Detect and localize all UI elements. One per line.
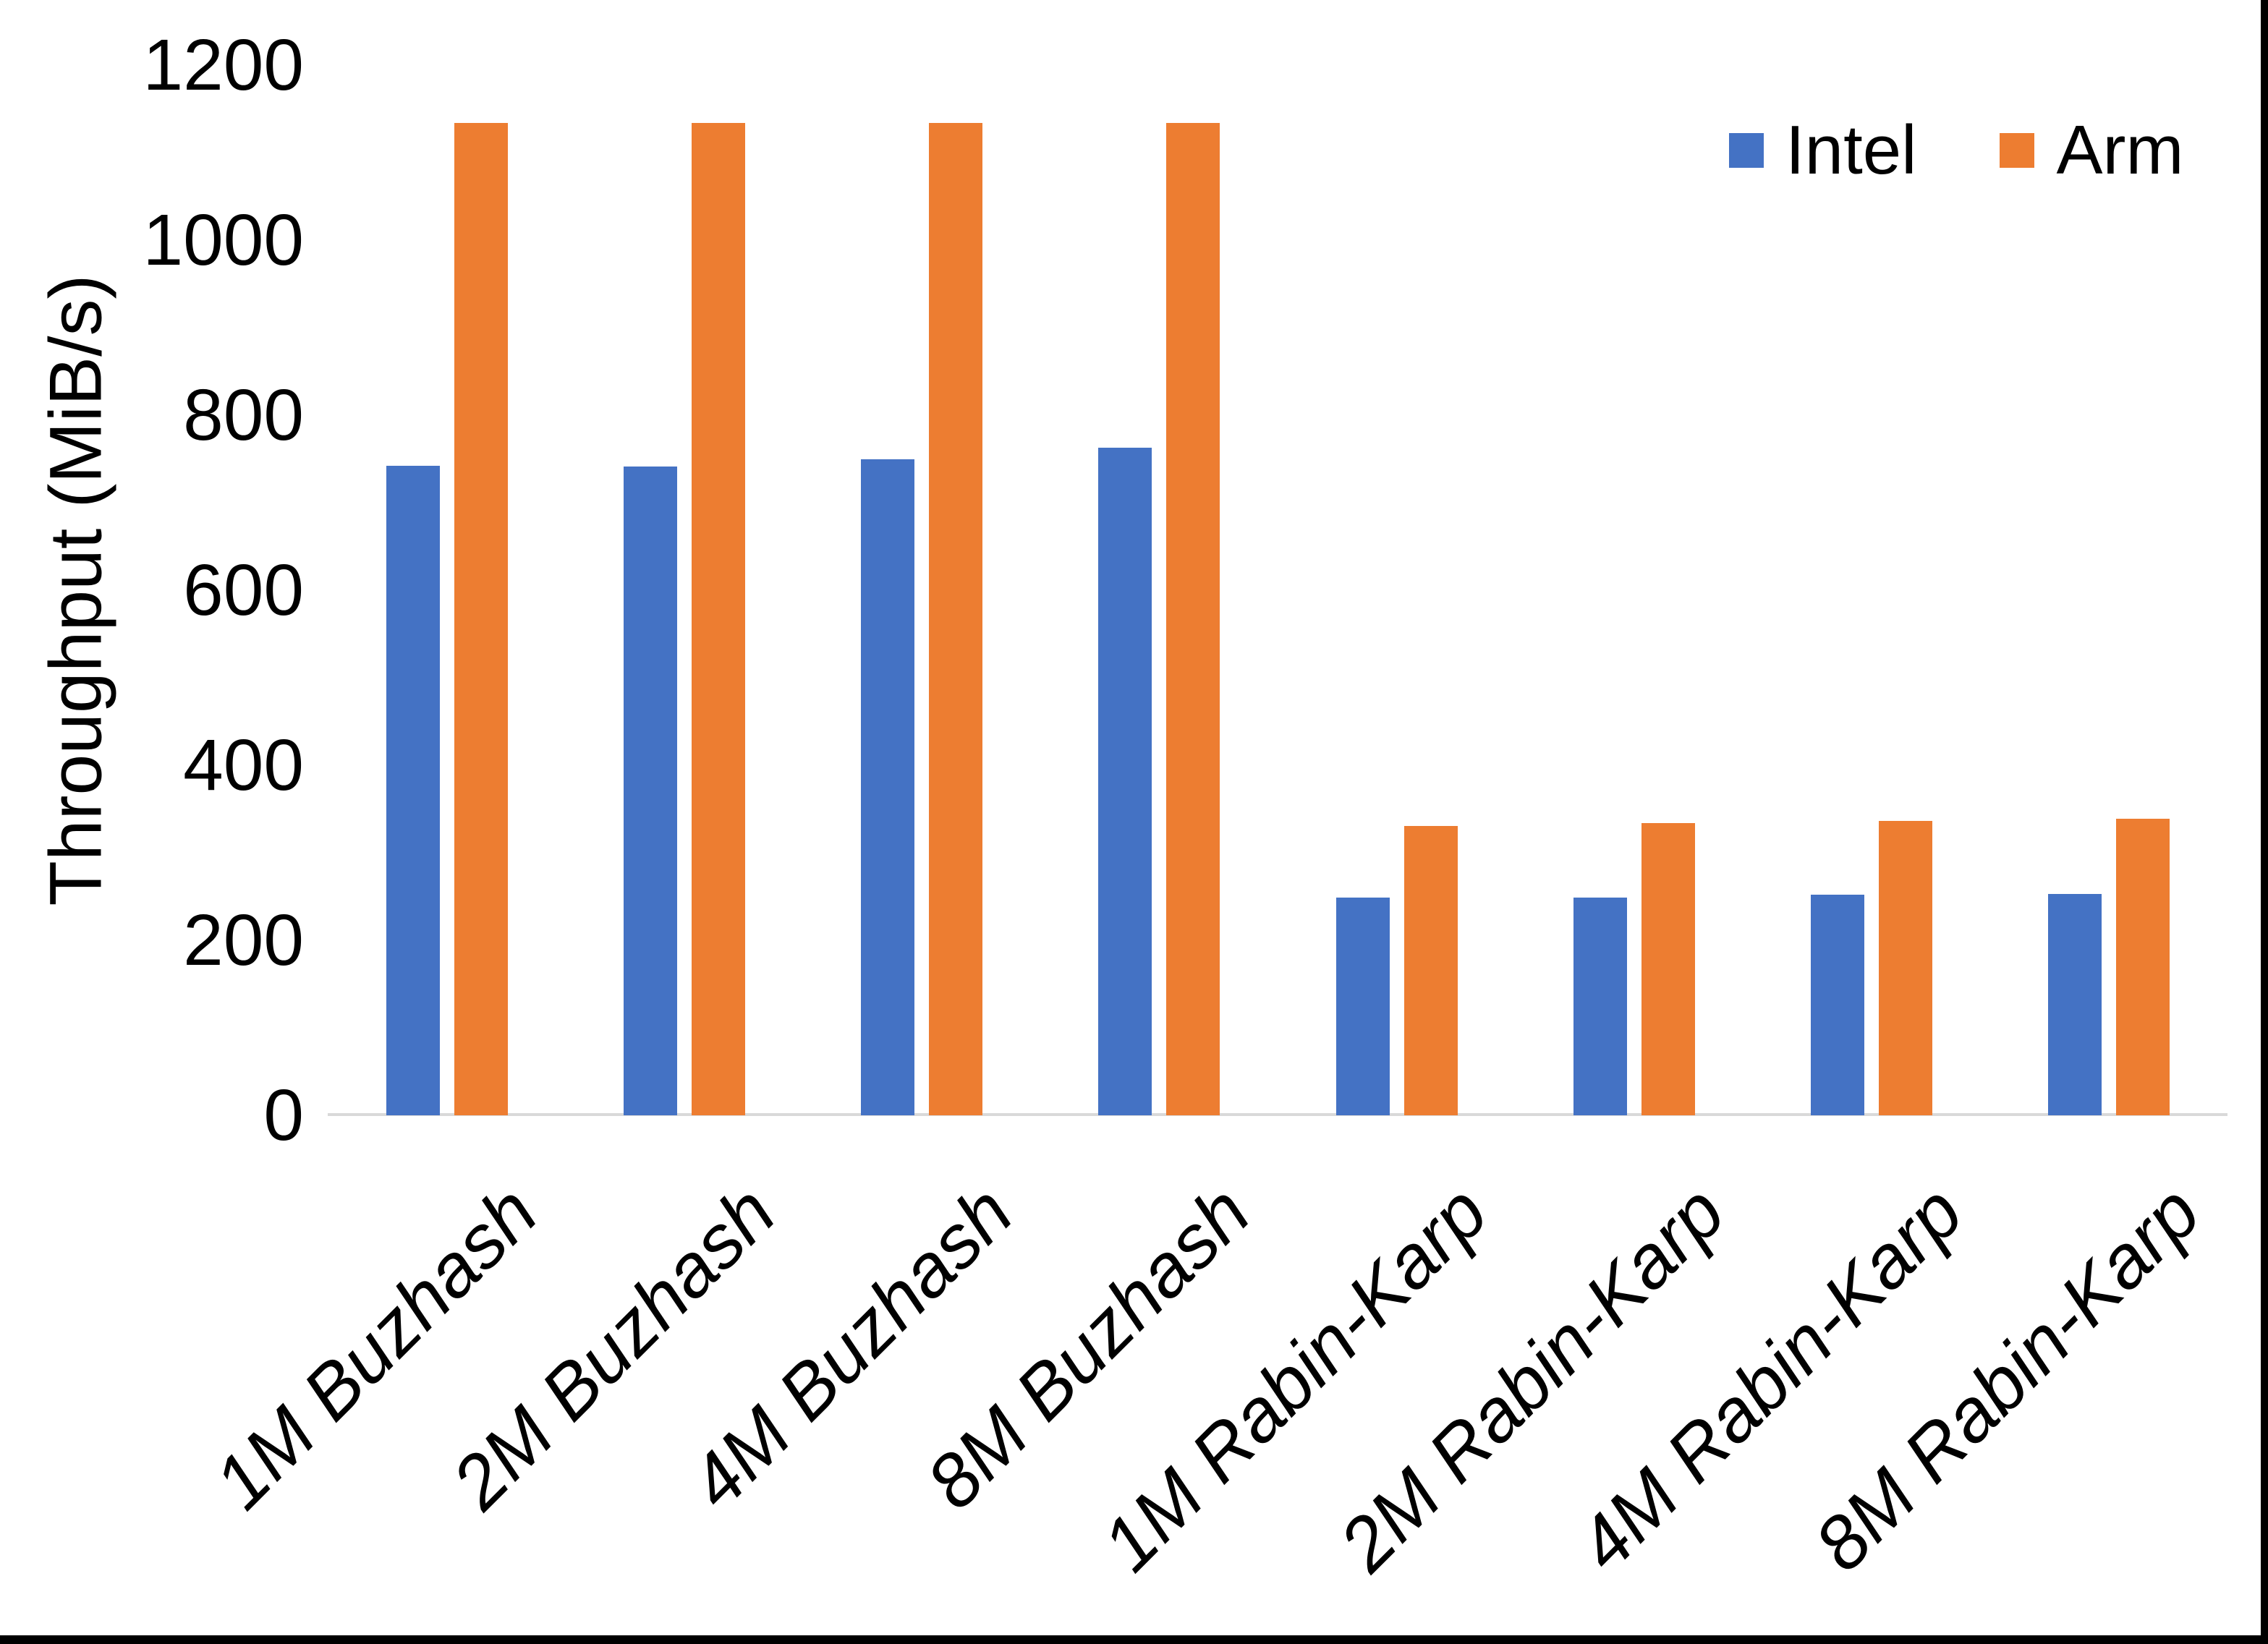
y-tick-label-600: 600 (183, 550, 304, 631)
bar-intel-1m-buzhash (386, 466, 440, 1115)
y-tick-label-200: 200 (183, 900, 304, 981)
legend-label-intel: Intel (1785, 111, 1917, 189)
bar-arm-8m-buzhash (1166, 122, 1220, 1115)
screenshot-border-bottom (0, 1635, 2268, 1644)
bar-intel-8m-rabin-karp (2048, 893, 2102, 1115)
bar-intel-2m-rabin-karp (1573, 897, 1627, 1115)
y-tick-label-800: 800 (183, 375, 304, 456)
bar-arm-1m-buzhash (454, 122, 508, 1115)
bar-intel-2m-buzhash (623, 467, 677, 1115)
y-tick-label-0: 0 (263, 1075, 304, 1156)
legend-item-intel: Intel (1729, 116, 1916, 185)
screenshot-border-right (2261, 0, 2268, 1644)
x-axis-line (328, 1113, 2227, 1116)
legend-item-arm: Arm (2000, 116, 2183, 185)
bar-arm-2m-rabin-karp (1641, 822, 1695, 1115)
y-tick-label-1000: 1000 (143, 200, 304, 281)
bar-intel-8m-buzhash (1098, 447, 1152, 1115)
legend-swatch-arm (2000, 133, 2035, 168)
bar-arm-2m-buzhash (691, 122, 745, 1115)
bar-arm-4m-rabin-karp (1879, 821, 1932, 1115)
legend-label-arm: Arm (2056, 111, 2184, 189)
bar-arm-4m-buzhash (929, 122, 982, 1115)
bar-intel-4m-buzhash (861, 459, 914, 1115)
y-tick-label-1200: 1200 (143, 25, 304, 106)
y-tick-label-400: 400 (183, 725, 304, 806)
bar-intel-1m-rabin-karp (1335, 897, 1390, 1115)
legend: Intel Arm (1729, 116, 2183, 185)
bar-arm-8m-rabin-karp (2116, 818, 2170, 1115)
bar-intel-4m-rabin-karp (1811, 895, 1864, 1115)
bar-arm-1m-rabin-karp (1403, 825, 1458, 1115)
legend-swatch-intel (1729, 133, 1764, 168)
